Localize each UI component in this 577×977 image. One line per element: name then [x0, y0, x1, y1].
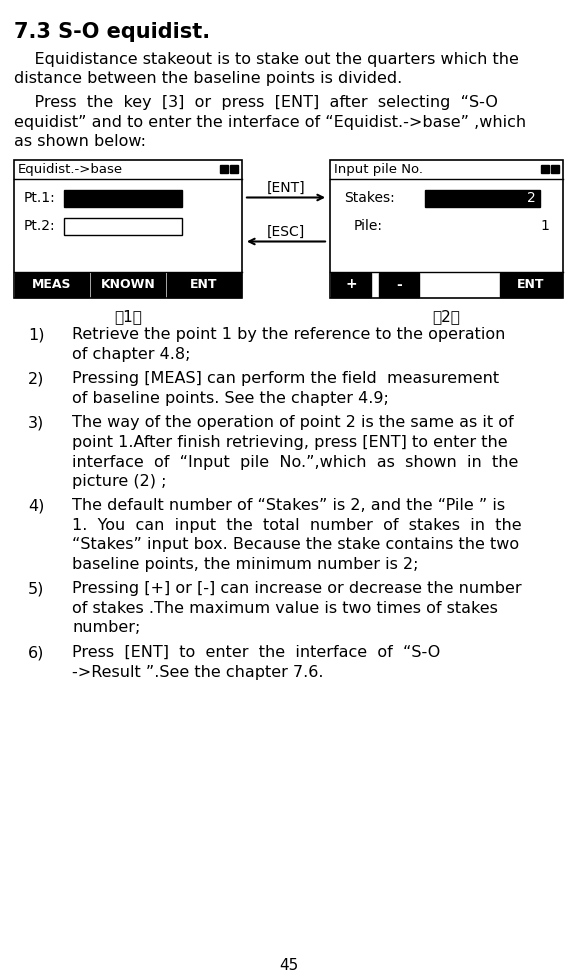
Bar — [64, 218, 182, 234]
Text: Pressing [MEAS] can perform the field  measurement: Pressing [MEAS] can perform the field me… — [72, 371, 499, 387]
Text: baseline points, the minimum number is 2;: baseline points, the minimum number is 2… — [72, 557, 418, 572]
Text: “Stakes” input box. Because the stake contains the two: “Stakes” input box. Because the stake co… — [72, 537, 519, 553]
Bar — [379, 273, 419, 296]
Bar — [500, 273, 562, 296]
Text: 1): 1) — [28, 327, 44, 343]
Text: （1）: （1） — [114, 310, 142, 324]
Text: 3): 3) — [28, 415, 44, 431]
Text: of chapter 4.8;: of chapter 4.8; — [72, 347, 190, 362]
Bar — [541, 164, 549, 173]
Bar — [91, 273, 165, 296]
Bar — [64, 190, 182, 206]
Bar — [14, 159, 242, 298]
Bar — [230, 164, 238, 173]
Text: 5): 5) — [28, 581, 44, 597]
Text: 2): 2) — [28, 371, 44, 387]
Text: Stakes:: Stakes: — [344, 191, 395, 204]
Text: Equidistance stakeout is to stake out the quarters which the: Equidistance stakeout is to stake out th… — [14, 52, 519, 67]
Text: 1: 1 — [540, 219, 549, 233]
Text: picture (2) ;: picture (2) ; — [72, 474, 167, 489]
Text: Pressing [+] or [-] can increase or decrease the number: Pressing [+] or [-] can increase or decr… — [72, 581, 522, 597]
Text: -: - — [396, 277, 402, 291]
Bar — [330, 159, 563, 298]
Text: 2: 2 — [527, 191, 536, 204]
Text: Pile:: Pile: — [354, 219, 383, 233]
Text: 45: 45 — [279, 958, 298, 973]
Text: MEAS: MEAS — [32, 278, 72, 291]
Text: ->Result ”.See the chapter 7.6.: ->Result ”.See the chapter 7.6. — [72, 664, 324, 679]
Text: The default number of “Stakes” is 2, and the “Pile ” is: The default number of “Stakes” is 2, and… — [72, 498, 505, 514]
Bar — [551, 164, 559, 173]
Text: Pt.1:: Pt.1: — [24, 191, 56, 204]
Text: number;: number; — [72, 620, 140, 635]
Bar — [167, 273, 241, 296]
Text: ENT: ENT — [517, 278, 545, 291]
Text: Press  the  key  [3]  or  press  [ENT]  after  selecting  “S-O: Press the key [3] or press [ENT] after s… — [14, 95, 498, 110]
Text: interface  of  “Input  pile  No.”,which  as  shown  in  the: interface of “Input pile No.”,which as s… — [72, 454, 518, 470]
Text: of baseline points. See the chapter 4.9;: of baseline points. See the chapter 4.9; — [72, 391, 389, 406]
Text: Input pile No.: Input pile No. — [334, 163, 423, 177]
Text: ENT: ENT — [190, 278, 218, 291]
Bar — [425, 190, 540, 206]
Text: distance between the baseline points is divided.: distance between the baseline points is … — [14, 71, 402, 87]
Text: of stakes .The maximum value is two times of stakes: of stakes .The maximum value is two time… — [72, 601, 498, 616]
Text: Retrieve the point 1 by the reference to the operation: Retrieve the point 1 by the reference to… — [72, 327, 505, 343]
Text: equidist” and to enter the interface of “Equidist.->base” ,which: equidist” and to enter the interface of … — [14, 114, 526, 130]
Text: 7.3 S-O equidist.: 7.3 S-O equidist. — [14, 22, 210, 42]
Text: Press  [ENT]  to  enter  the  interface  of  “S-O: Press [ENT] to enter the interface of “S… — [72, 645, 440, 660]
Text: KNOWN: KNOWN — [100, 278, 155, 291]
Text: 1.  You  can  input  the  total  number  of  stakes  in  the: 1. You can input the total number of sta… — [72, 518, 522, 533]
Text: as shown below:: as shown below: — [14, 134, 146, 149]
Bar — [220, 164, 228, 173]
Text: [ENT]: [ENT] — [267, 181, 305, 194]
Text: Pt.2:: Pt.2: — [24, 219, 55, 233]
Text: [ESC]: [ESC] — [267, 225, 305, 238]
Text: 4): 4) — [28, 498, 44, 514]
Text: 6): 6) — [28, 645, 44, 660]
Text: point 1.After finish retrieving, press [ENT] to enter the: point 1.After finish retrieving, press [… — [72, 435, 508, 450]
Text: +: + — [345, 277, 357, 291]
Bar — [15, 273, 89, 296]
Text: Equidist.->base: Equidist.->base — [18, 163, 123, 177]
Bar — [331, 273, 371, 296]
Text: The way of the operation of point 2 is the same as it of: The way of the operation of point 2 is t… — [72, 415, 514, 431]
Text: （2）: （2） — [433, 310, 460, 324]
